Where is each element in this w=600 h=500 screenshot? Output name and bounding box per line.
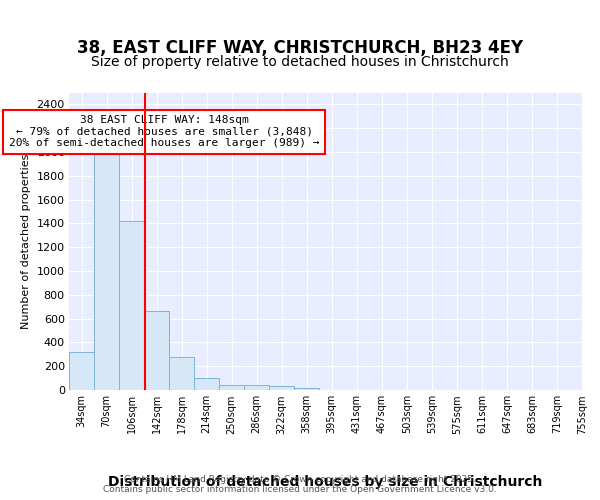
Text: 38 EAST CLIFF WAY: 148sqm
← 79% of detached houses are smaller (3,848)
20% of se: 38 EAST CLIFF WAY: 148sqm ← 79% of detac… [9,115,319,148]
Bar [119,221,144,390]
Bar [144,312,169,390]
Bar [169,356,194,390]
Bar [94,152,119,390]
Bar [219,384,244,390]
Bar [69,352,94,390]
Y-axis label: Number of detached properties: Number of detached properties [21,154,31,329]
Bar [269,386,294,390]
Bar [294,388,319,390]
Text: Contains HM Land Registry data © Crown copyright and database right 2025.
Contai: Contains HM Land Registry data © Crown c… [103,474,497,494]
Text: Size of property relative to detached houses in Christchurch: Size of property relative to detached ho… [91,55,509,69]
X-axis label: Distribution of detached houses by size in Christchurch: Distribution of detached houses by size … [109,476,542,490]
Text: 38, EAST CLIFF WAY, CHRISTCHURCH, BH23 4EY: 38, EAST CLIFF WAY, CHRISTCHURCH, BH23 4… [77,40,523,58]
Bar [194,378,219,390]
Bar [244,385,269,390]
